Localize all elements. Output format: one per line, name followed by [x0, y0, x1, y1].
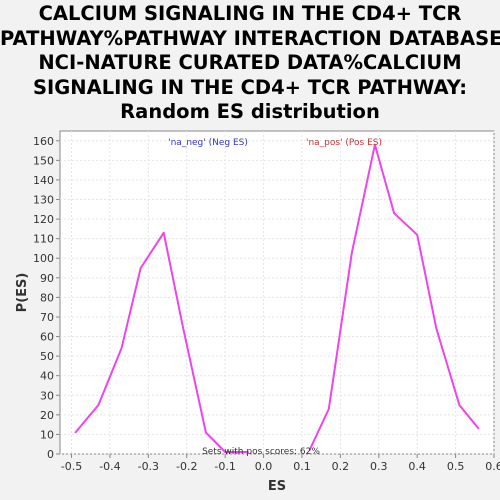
legend: 'na_neg' (Neg ES) 'na_pos' (Pos ES) — [168, 138, 382, 148]
data-point — [139, 267, 142, 269]
chart-title-line: CALCIUM SIGNALING IN THE CD4+ TCR — [38, 2, 462, 25]
y-tick-label: 100 — [33, 252, 54, 265]
x-tick-label: 0.3 — [370, 460, 388, 473]
x-axis-label: ES — [268, 479, 286, 494]
data-point — [224, 451, 226, 453]
x-tick-label: 0.1 — [293, 460, 311, 473]
y-tick-label: 70 — [40, 311, 54, 324]
y-tick-label: 40 — [40, 370, 54, 383]
y-tick-label: 90 — [40, 272, 54, 285]
data-point — [393, 212, 395, 215]
y-tick-label: 140 — [33, 174, 54, 187]
y-tick-label: 60 — [40, 331, 54, 344]
chart-title-line: Random ES distribution — [120, 100, 380, 123]
x-tick-label: 0.5 — [447, 460, 465, 473]
x-tick-label: -0.5 — [61, 460, 82, 473]
data-point — [416, 233, 418, 236]
chart-title: CALCIUM SIGNALING IN THE CD4+ TCR PATHWAY… — [0, 2, 500, 125]
data-point — [182, 325, 184, 328]
x-tick-label: 0.4 — [408, 460, 426, 473]
y-axis-label: P(ES) — [15, 273, 30, 313]
data-point — [374, 143, 376, 146]
data-point — [247, 451, 249, 453]
data-point — [120, 347, 123, 350]
data-point — [351, 251, 353, 254]
chart-title-line: SIGNALING IN THE CD4+ TCR PATHWAY: — [33, 75, 467, 99]
y-tick-label: 160 — [33, 135, 54, 148]
chart-title-line: NCI-NATURE CURATED DATA%CALCIUM — [38, 51, 462, 74]
y-tick-label: 110 — [33, 233, 54, 246]
x-tick-label: -0.2 — [176, 460, 197, 473]
y-tick-label: 130 — [33, 194, 54, 207]
data-point — [162, 231, 165, 234]
data-point — [74, 431, 77, 434]
x-axis: -0.5 -0.4 -0.3 -0.2 -0.1 0.0 0.1 0.2 0.3 0.4 0.5 0.… — [61, 454, 500, 473]
series-lines — [74, 143, 480, 453]
y-tick-label: 20 — [40, 409, 54, 422]
x-tick-label: 0.0 — [255, 460, 273, 473]
y-axis: 0 10 20 30 40 50 60 70 80 90 100 110 120 130 140 150 160 — [33, 135, 60, 461]
data-point — [328, 408, 330, 410]
y-tick-label: 120 — [33, 213, 54, 226]
pos-score-annotation: Sets with pos scores: 62% — [202, 447, 320, 457]
x-tick-label: 0.2 — [332, 460, 350, 473]
y-tick-label: 150 — [33, 154, 54, 167]
legend-item: 'na_pos' (Pos ES) — [306, 138, 382, 148]
data-point — [458, 404, 461, 406]
y-tick-label: 80 — [40, 291, 54, 304]
y-tick-label: 10 — [40, 428, 54, 441]
x-tick-label: 0.6 — [485, 460, 500, 473]
grid-lines — [60, 131, 495, 455]
x-tick-label: -0.4 — [99, 460, 120, 473]
y-tick-label: 0 — [47, 448, 54, 461]
chart-title-line: PATHWAY%PATHWAY INTERACTION DATABASE — [0, 26, 500, 50]
data-point — [435, 327, 438, 330]
legend-item: 'na_neg' (Neg ES) — [168, 138, 248, 148]
y-tick-label: 50 — [40, 350, 54, 363]
x-tick-label: -0.1 — [214, 460, 235, 473]
data-point — [205, 431, 207, 434]
data-point — [308, 449, 311, 451]
y-tick-label: 30 — [40, 389, 54, 402]
data-point — [97, 404, 100, 406]
x-tick-label: -0.3 — [138, 460, 159, 473]
data-point — [477, 427, 480, 430]
